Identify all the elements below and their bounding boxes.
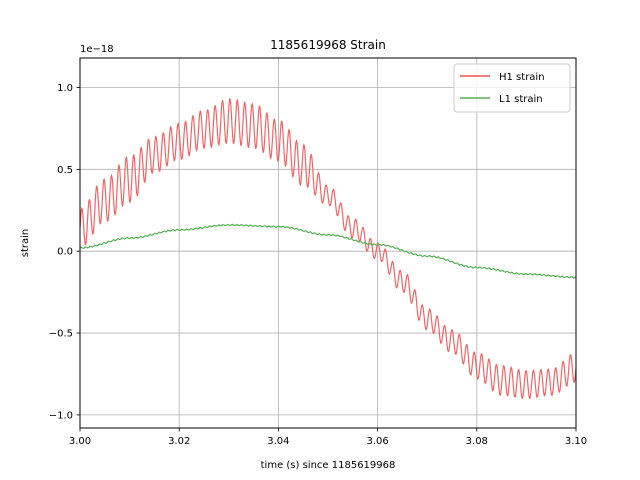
series-line-h1 xyxy=(80,97,576,400)
y-offset-text: 1e−18 xyxy=(80,44,114,55)
axes-frame xyxy=(79,57,577,429)
x-tick-label: 3.10 xyxy=(565,436,587,447)
x-axis-label: time (s) since 1185619968 xyxy=(261,460,396,471)
legend: H1 strain L1 strain xyxy=(453,63,571,113)
y-axis-label: strain xyxy=(20,229,31,258)
series-line-l1 xyxy=(80,223,576,279)
x-tick-label: 3.04 xyxy=(267,436,289,447)
y-tick-label: 0.0 xyxy=(57,247,73,258)
axis-ticks: 3.00 3.02 3.04 3.06 3.08 3.10 −1.0 −0.5 0.0 0.5 1.… xyxy=(49,83,587,447)
plot-area xyxy=(80,58,576,428)
x-tick-label: 3.08 xyxy=(466,436,488,447)
y-tick-label: −0.5 xyxy=(49,329,73,340)
chart-title: 1185619968 Strain xyxy=(270,38,386,52)
y-tick-label: 1.0 xyxy=(57,83,73,94)
series-group xyxy=(80,97,576,400)
x-tick-label: 3.02 xyxy=(168,436,190,447)
y-tick-label: 0.5 xyxy=(57,165,73,176)
legend-l1-label: L1 strain xyxy=(499,94,543,105)
x-tick-label: 3.06 xyxy=(366,436,388,447)
x-tick-label: 3.00 xyxy=(69,436,91,447)
legend-h1-label: H1 strain xyxy=(499,72,545,83)
y-tick-label: −1.0 xyxy=(49,410,73,421)
